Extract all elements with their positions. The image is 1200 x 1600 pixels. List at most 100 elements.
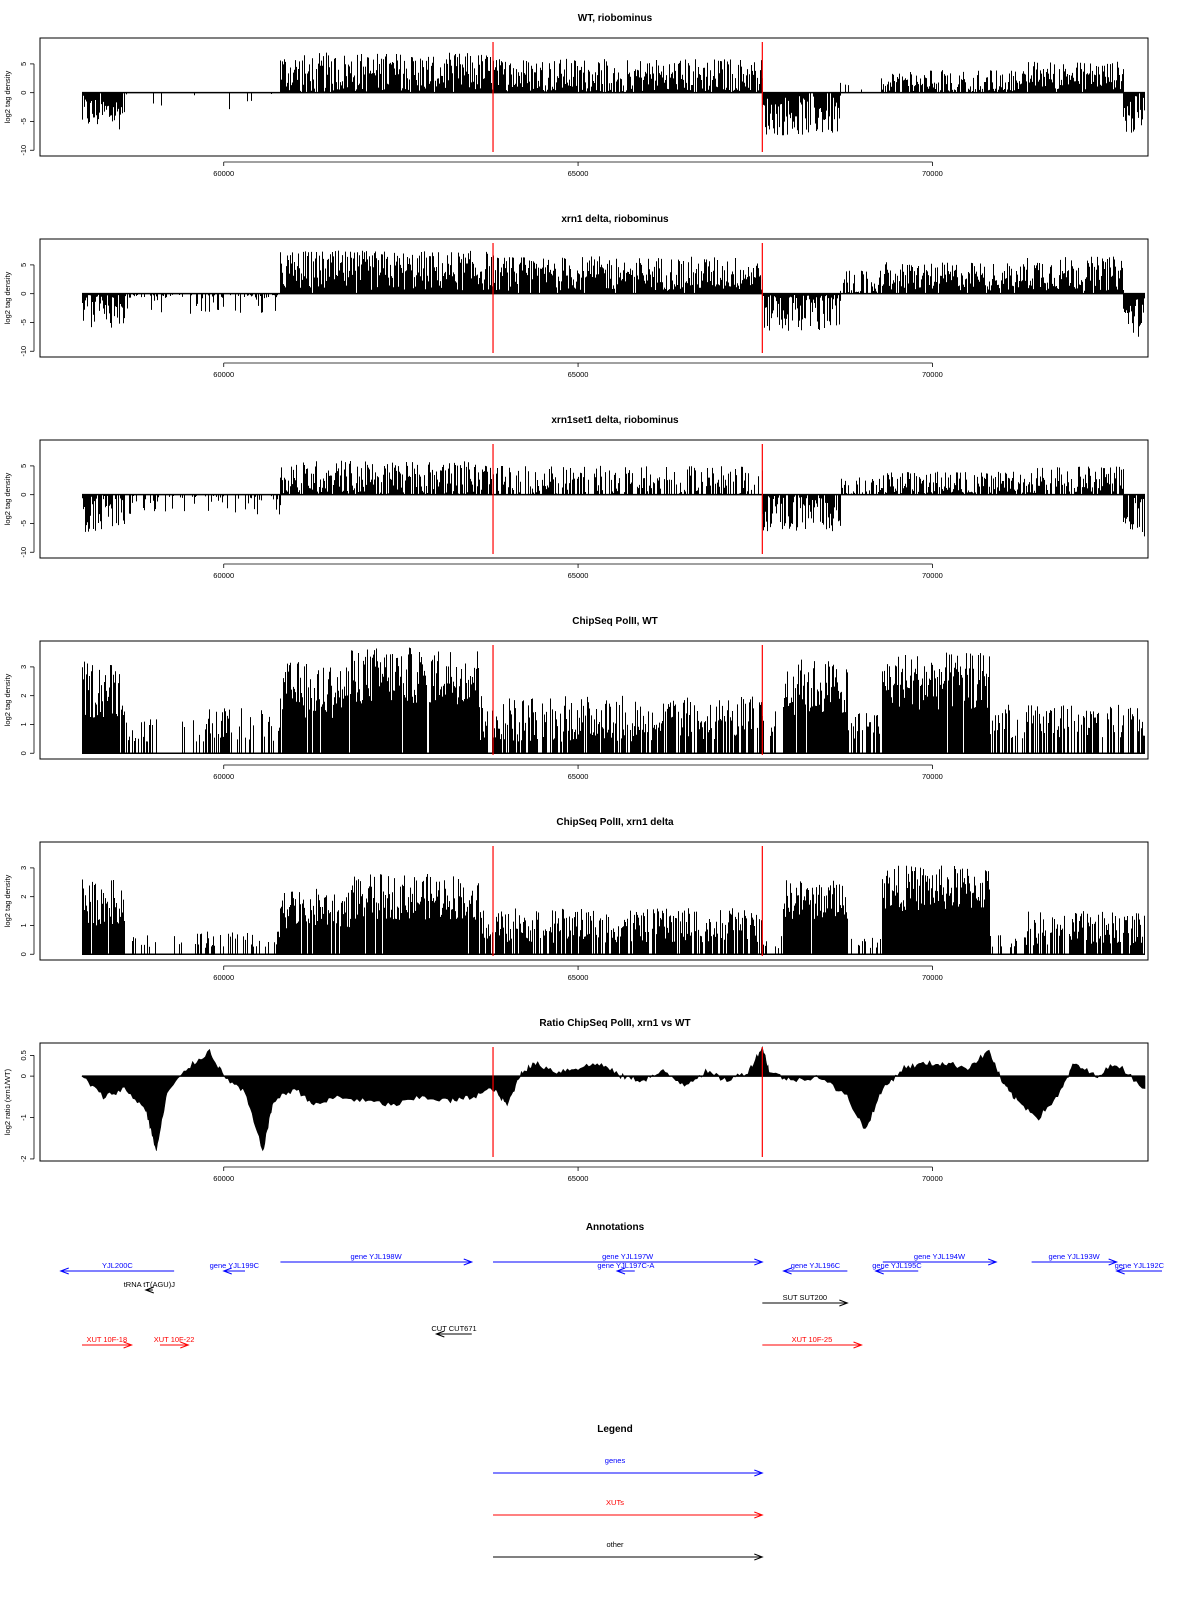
ratio-area xyxy=(81,1045,1146,1152)
y-tick-label: 0 xyxy=(19,952,28,956)
arrow-head xyxy=(839,1299,849,1307)
arrow-head xyxy=(1115,1267,1125,1275)
panel-3: ChipSeq PolII, WT 0 1 2 3 log2 tag density 600… xyxy=(3,616,1149,781)
y-tick-label: 0 xyxy=(19,751,28,755)
x-tick-label: 70000 xyxy=(922,169,943,178)
panel-title: Ratio ChipSeq PolII, xrn1 vs WT xyxy=(539,1018,690,1029)
y-axis-label: log2 tag density xyxy=(3,472,12,525)
arrow-head xyxy=(123,1341,134,1349)
annotations-title: Annotations xyxy=(586,1222,645,1233)
y-tick-label: 5 xyxy=(19,464,28,468)
x-tick-label: 60000 xyxy=(213,772,234,781)
arrow-head xyxy=(754,1511,764,1519)
legend-entry-other: other xyxy=(493,1540,764,1561)
feature-gene: gene YJL192C xyxy=(1115,1261,1165,1275)
feature-gene: gene YJL199C xyxy=(210,1261,260,1275)
feature-other: tRNA tT(AGU)J xyxy=(124,1280,175,1294)
x-tick-label: 60000 xyxy=(213,370,234,379)
panel-2: xrn1set1 delta, riobominus -10 -5 0 5 log2 ta… xyxy=(3,415,1149,580)
y-tick-label: -10 xyxy=(19,547,28,558)
feature-other: SUT SUT200 xyxy=(762,1293,849,1307)
feature-gene: gene YJL197W xyxy=(493,1252,764,1266)
x-tick-label: 65000 xyxy=(568,169,589,178)
y-axis-label: log2 tag density xyxy=(3,70,12,123)
arrow-head xyxy=(754,1469,764,1477)
arrow-head xyxy=(1108,1258,1119,1266)
panel-1: xrn1 delta, riobominus -10 -5 0 5 log2 tag de… xyxy=(3,214,1149,379)
feature-gene: gene YJL196C xyxy=(782,1261,848,1275)
feature-label: gene YJL197W xyxy=(602,1252,654,1261)
panel-title: xrn1 delta, riobominus xyxy=(561,214,669,225)
panel-5: Ratio ChipSeq PolII, xrn1 vs WT -2 -1 0 0.5 l… xyxy=(3,1018,1149,1183)
arrow-head xyxy=(59,1267,69,1275)
x-tick-label: 70000 xyxy=(922,772,943,781)
arrow-head xyxy=(754,1258,764,1266)
legend-label: genes xyxy=(605,1456,626,1465)
feature-label: gene YJL194W xyxy=(914,1252,966,1261)
plot-frame xyxy=(39,1042,1149,1162)
y-tick-label: 3 xyxy=(19,866,28,870)
feature-label: CUT CUT671 xyxy=(431,1324,476,1333)
panel-title: ChipSeq PolII, xrn1 delta xyxy=(556,817,674,828)
arrow-head xyxy=(144,1286,154,1294)
feature-gene: gene YJL193W xyxy=(1031,1252,1119,1266)
y-tick-label: -5 xyxy=(19,118,28,125)
arrow-head xyxy=(754,1553,764,1561)
panel-title: WT, riobominus xyxy=(578,13,653,24)
y-tick-label: 0 xyxy=(19,91,28,95)
x-tick-label: 70000 xyxy=(922,571,943,580)
y-tick-label: -10 xyxy=(19,145,28,156)
x-tick-label: 60000 xyxy=(213,571,234,580)
feature-xut: XUT 10F-18 xyxy=(82,1335,134,1349)
y-axis-label: log2 tag density xyxy=(3,673,12,726)
arrow-head xyxy=(180,1341,190,1349)
x-tick-label: 60000 xyxy=(213,1174,234,1183)
plot-frame xyxy=(39,841,1149,961)
arrow-head xyxy=(615,1267,626,1275)
bars xyxy=(82,647,1145,754)
plot-frame xyxy=(39,37,1149,157)
plot-frame xyxy=(39,640,1149,760)
y-axis-label: log2 ratio (xrn1/WT) xyxy=(3,1068,12,1135)
x-tick-label: 65000 xyxy=(568,1174,589,1183)
feature-gene: gene YJL197C-A xyxy=(597,1261,654,1275)
x-tick-label: 65000 xyxy=(568,571,589,580)
feature-gene: gene YJL195C xyxy=(872,1261,922,1275)
y-tick-label: 2 xyxy=(19,694,28,698)
y-tick-label: 0 xyxy=(19,1074,28,1078)
x-tick-label: 60000 xyxy=(213,169,234,178)
feature-xut: XUT 10F-25 xyxy=(762,1335,863,1349)
bars xyxy=(82,460,1145,537)
legend-label: other xyxy=(606,1540,624,1549)
bars xyxy=(82,250,1145,337)
panel-4: ChipSeq PolII, xrn1 delta 0 1 2 3 log2 tag de… xyxy=(3,817,1149,982)
y-tick-label: 0 xyxy=(19,493,28,497)
feature-label: SUT SUT200 xyxy=(783,1293,827,1302)
bars xyxy=(82,865,1145,955)
panel-title: ChipSeq PolII, WT xyxy=(572,616,658,627)
x-tick-label: 70000 xyxy=(922,370,943,379)
y-tick-label: 1 xyxy=(19,923,28,927)
y-tick-label: -1 xyxy=(19,1114,28,1121)
x-tick-label: 60000 xyxy=(213,973,234,982)
arrow-head xyxy=(874,1267,884,1275)
x-tick-label: 65000 xyxy=(568,772,589,781)
legend: genes XUTs other xyxy=(493,1456,764,1561)
plot-frame xyxy=(39,439,1149,559)
panel-title: xrn1set1 delta, riobominus xyxy=(551,415,679,426)
y-tick-label: -2 xyxy=(19,1156,28,1163)
feature-label: gene YJL196C xyxy=(791,1261,841,1270)
feature-gene: gene YJL194W xyxy=(882,1252,998,1266)
feature-xut: XUT 10F-22 xyxy=(154,1335,194,1349)
y-axis-label: log2 tag density xyxy=(3,874,12,927)
x-tick-label: 70000 xyxy=(922,973,943,982)
arrow-head xyxy=(222,1267,232,1275)
feature-gene: gene YJL198W xyxy=(280,1252,474,1266)
annotations-track: YJL200C gene YJL199C gene YJL198W gene YJL1… xyxy=(59,1252,1165,1349)
y-tick-label: -5 xyxy=(19,520,28,527)
bars xyxy=(82,52,1145,136)
legend-label: XUTs xyxy=(606,1498,624,1507)
feature-label: YJL200C xyxy=(102,1261,133,1270)
arrow-head xyxy=(782,1267,792,1275)
